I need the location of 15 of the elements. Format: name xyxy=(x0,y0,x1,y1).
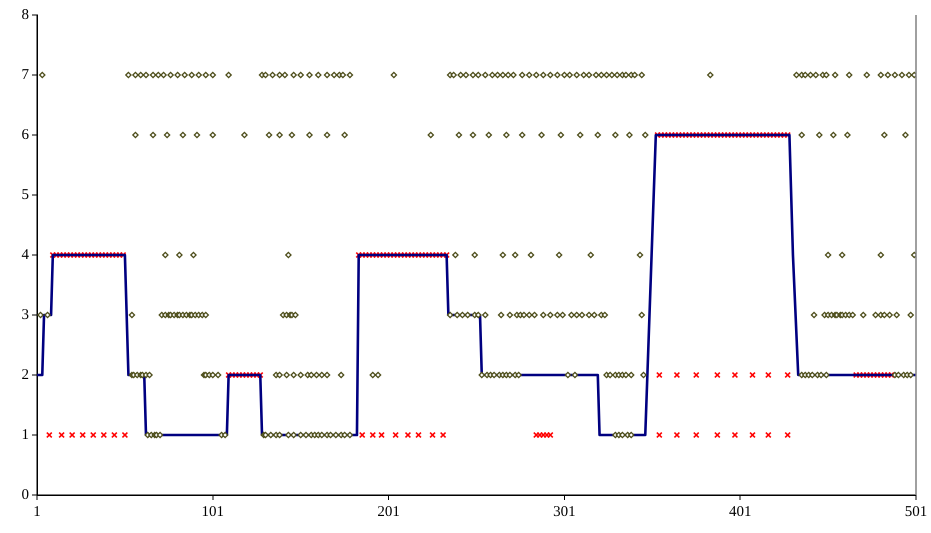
x-tick-label: 101 xyxy=(202,504,224,520)
y-tick-label: 6 xyxy=(22,126,30,143)
y-tick-label: 3 xyxy=(22,306,29,323)
x-tick-label: 1 xyxy=(33,504,41,520)
y-tick-label: 4 xyxy=(22,246,30,263)
x-tick-label: 201 xyxy=(377,504,400,520)
x-tick-label: 501 xyxy=(904,504,928,520)
y-tick-label: 5 xyxy=(22,186,29,203)
x-tick-label: 401 xyxy=(728,504,752,520)
y-tick-label: 2 xyxy=(22,366,29,383)
y-tick-label: 7 xyxy=(22,66,30,83)
y-tick-label: 1 xyxy=(22,426,29,443)
y-tick-label: 8 xyxy=(22,6,29,23)
y-tick-label: 0 xyxy=(22,486,29,503)
x-tick-label: 301 xyxy=(553,504,576,520)
